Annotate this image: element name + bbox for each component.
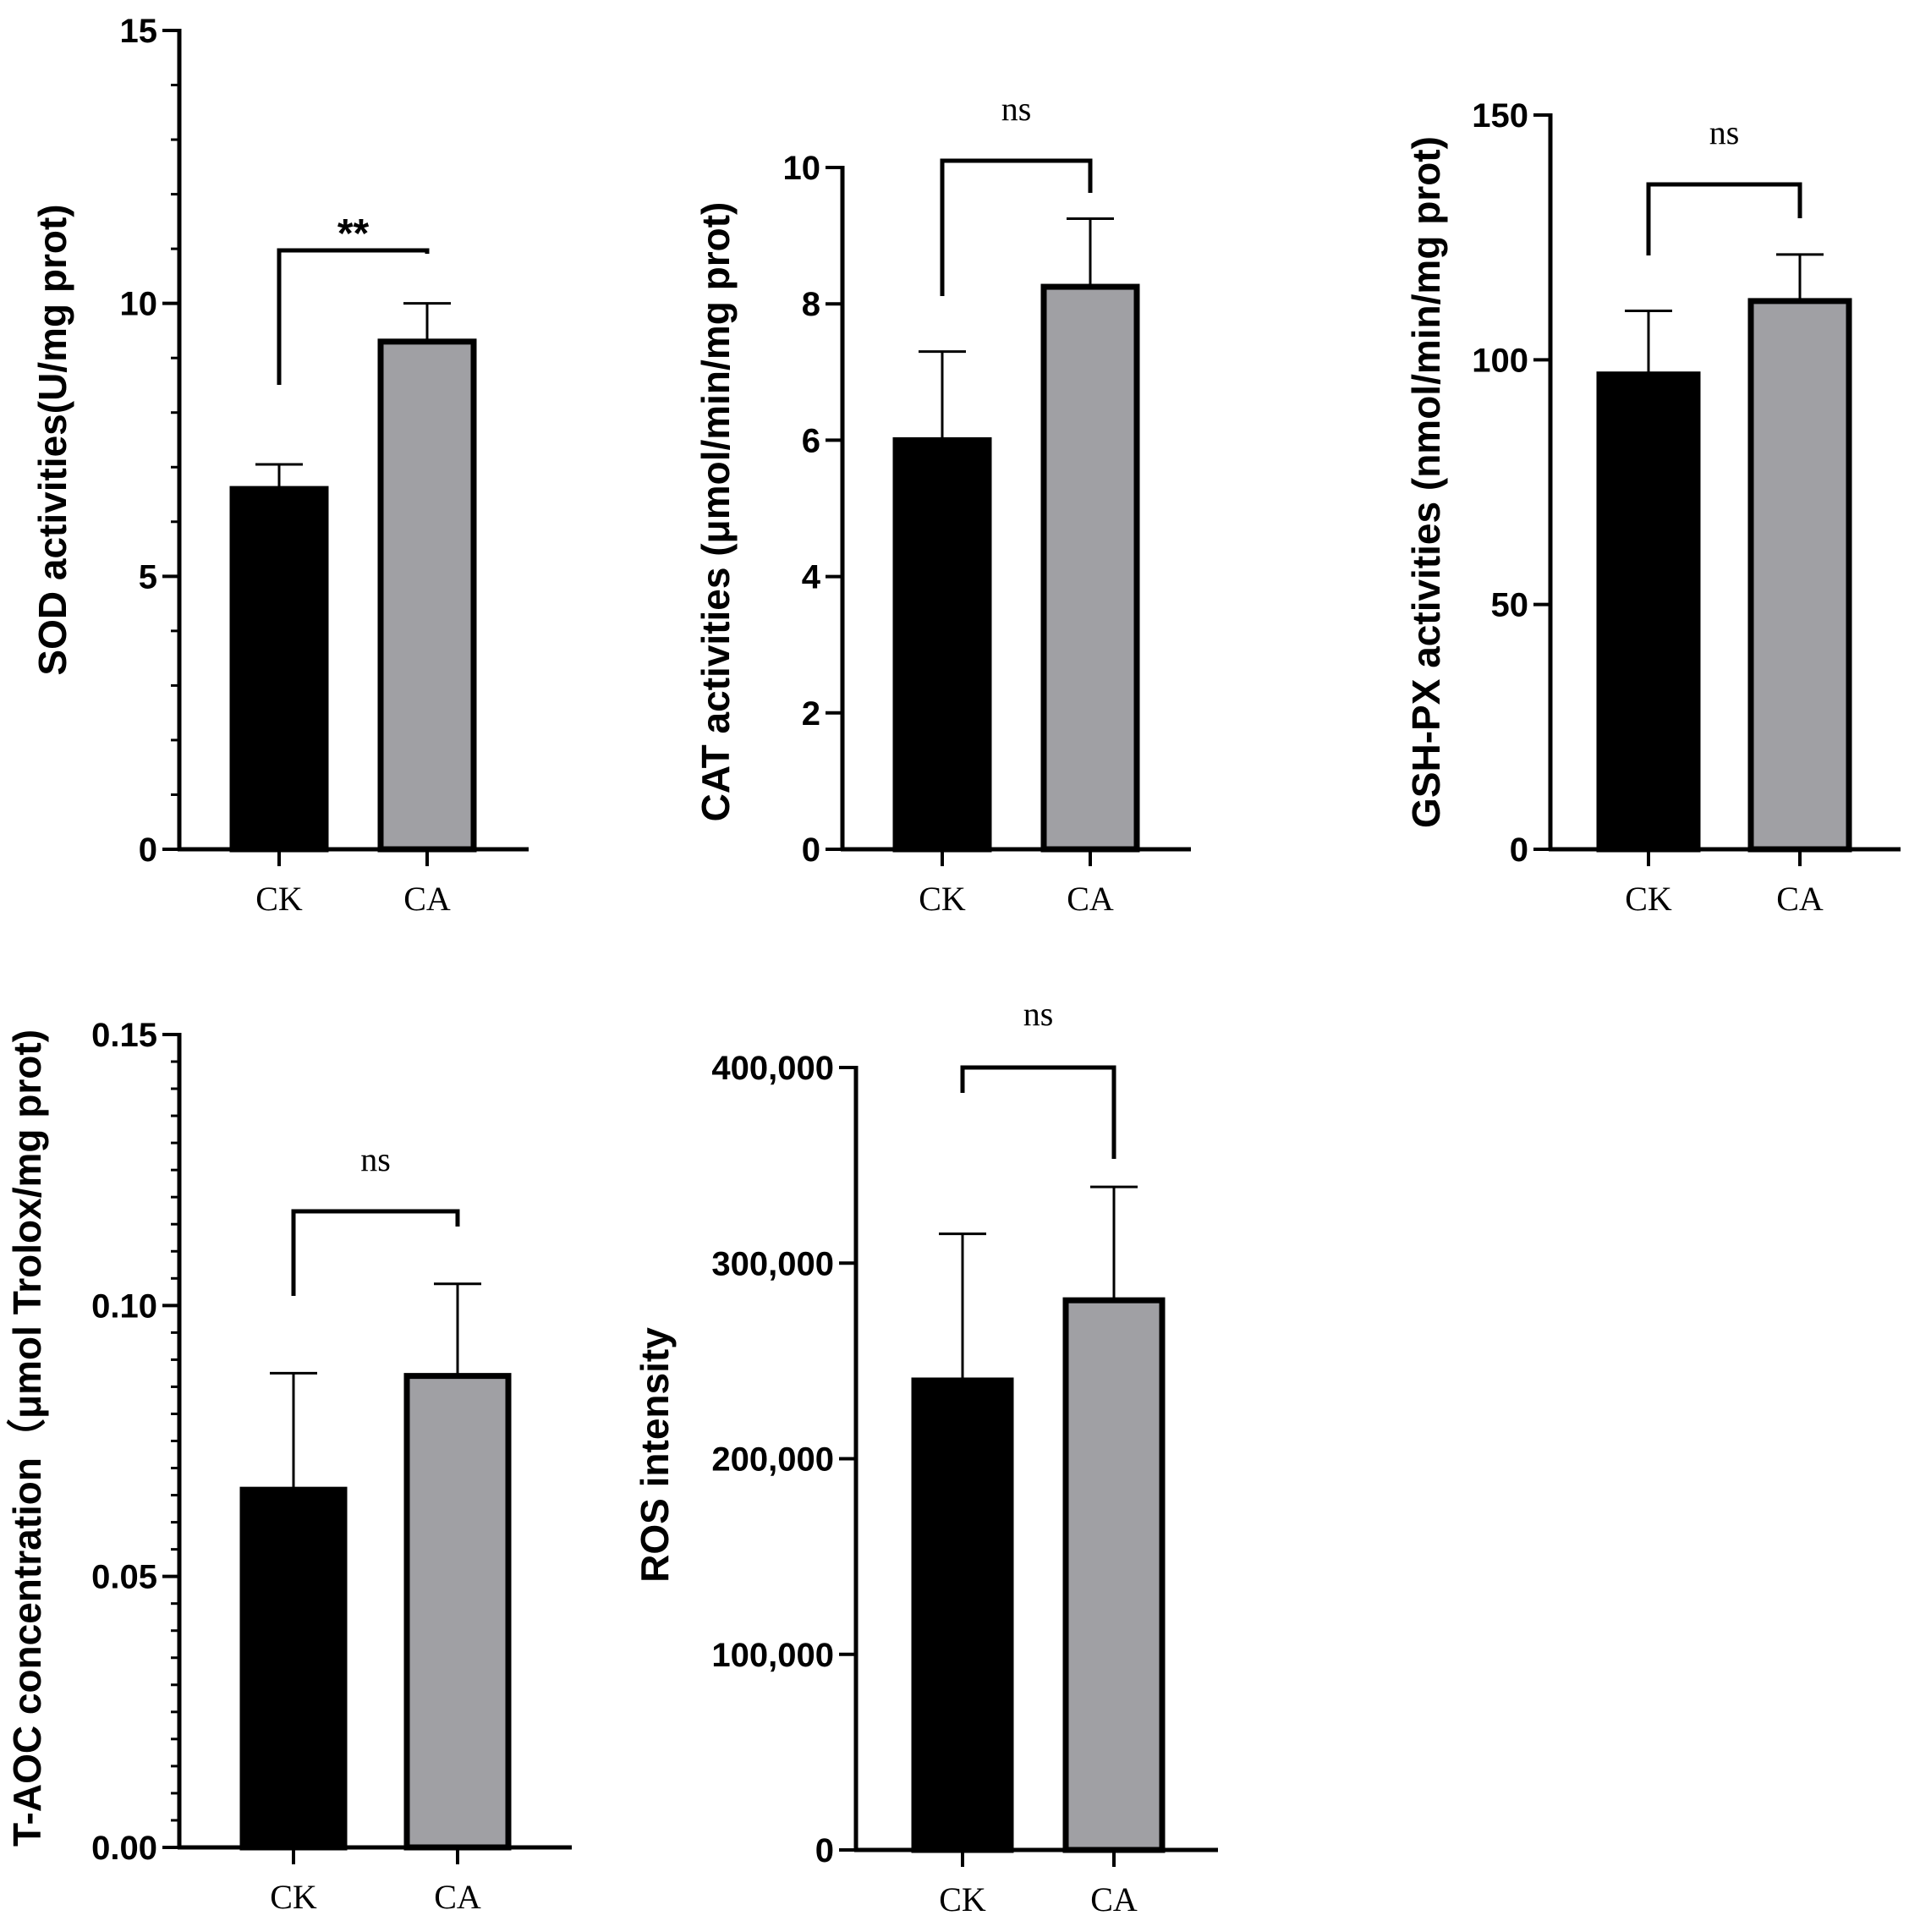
significance-label: ns	[1709, 113, 1740, 151]
y-tick-label: 0	[1510, 832, 1528, 869]
y-tick-label: 0.10	[91, 1287, 157, 1325]
bar-ca[interactable]	[377, 338, 477, 853]
y-tick-label: 0.00	[91, 1830, 157, 1867]
y-axis-title: T-AOC concentration（μmol Trolox/mg prot)	[5, 1029, 49, 1847]
significance-bracket	[960, 1065, 1116, 1159]
y-tick-label: 300,000	[711, 1245, 834, 1282]
x-tick-label-ck: CK	[255, 880, 303, 918]
y-tick-label: 4	[802, 559, 821, 596]
bar-ca[interactable]	[1747, 298, 1852, 853]
significance-label: **	[337, 211, 370, 256]
y-tick-label: 100	[1472, 342, 1528, 379]
significance-label: ns	[360, 1140, 391, 1178]
x-tick-label-ca: CA	[1067, 880, 1114, 918]
y-tick-label: 0	[139, 832, 157, 869]
y-tick-label: 0.15	[91, 1017, 157, 1054]
y-tick-label: 5	[139, 558, 157, 596]
significance-bracket	[1646, 182, 1802, 255]
y-tick-label: 8	[802, 286, 820, 323]
bar-ca[interactable]	[1062, 1297, 1166, 1853]
significance-label: ns	[1001, 90, 1032, 128]
y-axis-title: ROS intensity	[633, 1327, 677, 1583]
x-tick-label-ck: CK	[270, 1878, 317, 1916]
chart-panel-2: CK CA 0 2 4 6 8 10 CAT activities (μmol/min/mg p…	[694, 90, 1191, 918]
bar-ck[interactable]	[1596, 371, 1701, 853]
bar-ck[interactable]	[892, 436, 992, 853]
y-tick-label: 6	[802, 422, 820, 459]
y-tick-label: 0.05	[91, 1559, 157, 1596]
x-tick-label-ca: CA	[434, 1878, 481, 1916]
chart-panel-5: CK CA 0 100,000 200,000 300,000 400,000 ROS int…	[633, 995, 1218, 1918]
y-tick-label: 0	[815, 1832, 834, 1869]
y-axis-title: CAT activities (μmol/min/mg prot)	[694, 202, 738, 822]
bar-ca[interactable]	[1040, 283, 1140, 853]
y-tick-label: 400,000	[711, 1050, 834, 1087]
y-tick-label: 100,000	[711, 1637, 834, 1674]
chart-panel-3: CK CA 0 50 100 150 GSH-PX activities (nmol/min…	[1404, 97, 1901, 918]
y-tick-label: 150	[1472, 97, 1528, 134]
bar-ca[interactable]	[403, 1373, 512, 1851]
x-tick-label-ca: CA	[1776, 880, 1824, 918]
y-tick-label: 2	[802, 695, 820, 733]
significance-label: ns	[1023, 995, 1054, 1033]
y-axis-title: GSH-PX activities (nmol/min/mg prot)	[1404, 136, 1448, 828]
bar-ck[interactable]	[239, 1486, 348, 1851]
chart-panel-1: CK CA 0 5 10 15 SOD activities(U/mg prot) **	[30, 13, 529, 918]
y-tick-label: 50	[1491, 587, 1529, 624]
y-tick-label: 200,000	[711, 1441, 834, 1479]
x-tick-label-ca: CA	[403, 880, 451, 918]
significance-bracket	[277, 248, 430, 385]
significance-bracket	[291, 1209, 460, 1296]
chart-panel-4: CK CA 0.00 0.05 0.10 0.15 T-AOC concentration（…	[5, 1017, 572, 1916]
significance-bracket	[940, 158, 1093, 296]
y-tick-label: 15	[120, 13, 158, 50]
y-tick-label: 10	[120, 286, 158, 323]
bar-ck[interactable]	[229, 486, 329, 853]
y-tick-label: 10	[783, 150, 821, 187]
y-axis-title: SOD activities(U/mg prot)	[30, 204, 74, 675]
y-tick-label: 0	[802, 832, 820, 869]
x-tick-label-ck: CK	[919, 880, 966, 918]
x-tick-label-ck: CK	[1625, 880, 1672, 918]
x-tick-label-ca: CA	[1090, 1880, 1138, 1918]
x-tick-label-ck: CK	[939, 1880, 986, 1918]
bar-ck[interactable]	[911, 1377, 1014, 1853]
